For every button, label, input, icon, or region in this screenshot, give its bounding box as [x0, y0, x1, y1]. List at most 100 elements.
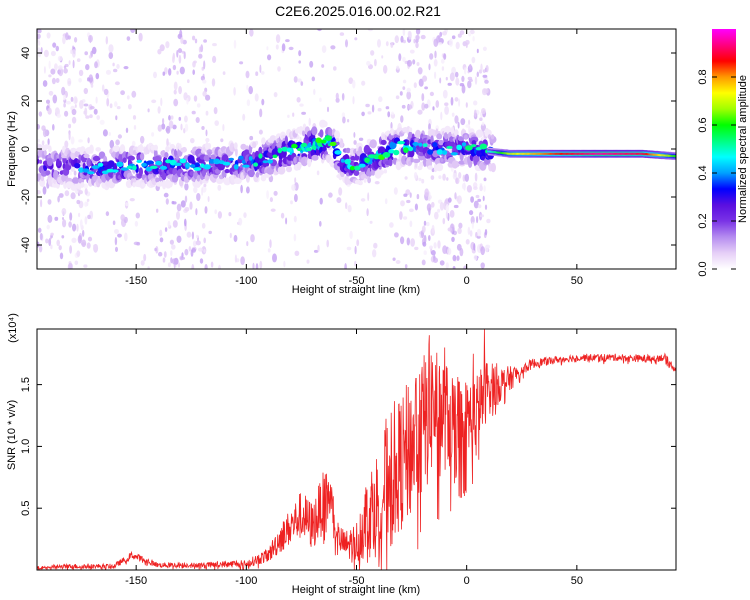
spectrogram-cell [96, 115, 100, 120]
spectrogram-cell [43, 66, 46, 74]
spectrogram-cell [184, 248, 189, 256]
spectrogram-cell [177, 48, 183, 54]
spectrogram-cell [390, 42, 394, 48]
spectrogram-cell [472, 155, 480, 163]
spectrogram-cell [421, 102, 426, 111]
spectrogram-cell [115, 246, 118, 252]
spectrogram-core [344, 158, 351, 165]
spectrogram-core [155, 160, 163, 166]
spectrogram-cell [140, 260, 145, 266]
spectrogram-cell [445, 203, 449, 213]
spectrogram-cell [89, 106, 95, 110]
spectrogram-cell [415, 29, 421, 35]
spectrogram-cell [242, 113, 246, 121]
spectrogram-cell [366, 60, 371, 66]
spectrogram-cell [319, 97, 322, 103]
spectrogram-cell [418, 177, 422, 182]
spectrogram-cell [464, 134, 468, 140]
spectrogram-cell [418, 78, 424, 87]
spectrogram-cell [349, 230, 353, 240]
spectrogram-cell [112, 145, 121, 153]
spectrogram-cell [188, 246, 192, 252]
spectrogram-cell [246, 99, 251, 107]
spectrogram-core [159, 165, 168, 170]
spectrogram-cell [273, 92, 278, 98]
spectrogram-cell [89, 35, 92, 44]
spectrogram-cell [466, 185, 472, 193]
spectrogram-cell [57, 65, 63, 70]
spectrogram-cell [71, 237, 77, 243]
spectrogram-cell [347, 204, 352, 213]
spectrogram-cell [252, 141, 257, 149]
spectrogram-cell [447, 227, 453, 232]
spectrogram-cell [47, 138, 50, 146]
x-tick-label: -150 [125, 575, 147, 587]
x-tick-label: -100 [235, 275, 257, 287]
spectrogram-cell [195, 240, 201, 246]
spectrogram-y-axis-label: Frequency (Hz) [6, 111, 18, 187]
spectrogram-cell [68, 123, 72, 129]
spectrogram-cell [91, 46, 97, 55]
spectrogram-cell [70, 96, 74, 102]
spectrogram-cell [283, 260, 286, 268]
spectrogram-cell [430, 175, 435, 181]
spectrogram-cell [403, 193, 408, 197]
spectrogram-cell [178, 54, 182, 64]
spectrogram-cell [394, 232, 399, 238]
spectrogram-cell [473, 200, 479, 209]
spectrogram-cell [482, 195, 485, 202]
spectrogram-cell [293, 76, 298, 83]
spectrogram-cell [176, 203, 182, 212]
spectrogram-core [174, 162, 182, 166]
spectrogram-cell [309, 60, 314, 68]
spectrogram-cell [167, 262, 171, 268]
spectrogram-cell [115, 115, 118, 121]
spectrogram-cell [192, 240, 197, 247]
spectrogram-cell [440, 111, 443, 121]
spectrogram-cell [184, 218, 187, 227]
spectrogram-cell [484, 244, 489, 253]
spectrogram-cell [480, 262, 485, 269]
spectrogram-cell [88, 55, 92, 59]
spectrogram-cell [376, 169, 384, 176]
spectrogram-cell [439, 260, 445, 266]
spectrogram-cell [56, 113, 61, 118]
spectrogram-cell [112, 220, 116, 226]
spectrogram-cell [353, 140, 357, 145]
spectrogram-cell [155, 177, 160, 183]
spectrogram-cell [277, 166, 286, 175]
spectrogram-core [382, 152, 391, 158]
spectrogram-cell [222, 124, 225, 132]
colorbar-label: Normalized spectral amplitude [737, 75, 749, 223]
spectrogram-cell [356, 239, 360, 247]
spectrogram-cell [195, 234, 199, 239]
page-title: C2E6.2025.016.00.02.R21 [275, 3, 441, 19]
spectrogram-cell [165, 198, 169, 205]
spectrogram-cell [68, 80, 71, 85]
spectrogram-cell [85, 115, 90, 119]
spectrogram-cell [95, 72, 100, 80]
spectrogram-cell [114, 237, 118, 246]
spectrogram-cell [428, 235, 431, 241]
spectrogram-cell [428, 63, 431, 71]
spectrogram-cell [213, 107, 218, 115]
spectrogram-cell [184, 115, 188, 123]
spectrogram-cell [205, 94, 211, 101]
spectrogram-cell [383, 64, 388, 74]
spectrogram-cell [470, 216, 475, 225]
spectrogram-cell [377, 39, 381, 48]
spectrogram-cell [147, 108, 150, 113]
spectrogram-cell [469, 29, 475, 35]
spectrogram-cell [193, 186, 198, 194]
spectrogram-cell [319, 197, 323, 205]
spectrogram-cell [413, 38, 416, 44]
spectrogram-cell [473, 186, 478, 191]
spectrogram-cell [87, 137, 90, 144]
spectrogram-cell [62, 219, 67, 228]
spectrogram-core [78, 167, 84, 173]
spectrogram-cell [201, 187, 204, 196]
spectrogram-cell [317, 29, 322, 32]
spectrogram-cell [402, 39, 406, 44]
spectrogram-cell [490, 134, 495, 140]
spectrogram-cell [250, 234, 255, 243]
